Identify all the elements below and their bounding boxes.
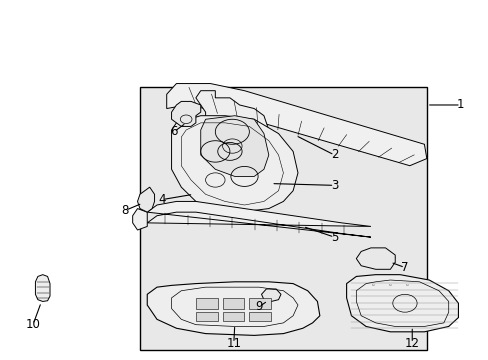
Polygon shape [137, 187, 154, 212]
Bar [196, 312, 217, 321]
Polygon shape [171, 116, 297, 212]
Bar [140, 87, 426, 350]
Text: u: u [405, 283, 408, 287]
Polygon shape [201, 116, 268, 176]
Bar [222, 312, 244, 321]
Polygon shape [346, 275, 458, 332]
Text: 11: 11 [226, 337, 241, 350]
Text: 8: 8 [122, 204, 129, 217]
Text: 1: 1 [456, 99, 464, 112]
Text: 3: 3 [330, 179, 337, 192]
Text: u: u [371, 283, 374, 287]
Text: 9: 9 [255, 300, 262, 313]
Text: 12: 12 [404, 337, 419, 350]
Polygon shape [35, 275, 50, 301]
Polygon shape [356, 248, 394, 269]
Text: u: u [388, 283, 391, 287]
Bar [249, 312, 271, 321]
Bar [196, 298, 217, 309]
Text: 5: 5 [330, 231, 337, 244]
Polygon shape [166, 84, 426, 166]
Bar [249, 298, 271, 309]
Text: 4: 4 [158, 193, 165, 206]
Polygon shape [261, 289, 281, 301]
Polygon shape [171, 102, 201, 126]
Text: 6: 6 [170, 125, 177, 138]
Text: 2: 2 [330, 148, 338, 162]
Text: 7: 7 [400, 261, 408, 274]
Text: 10: 10 [25, 318, 41, 331]
Polygon shape [191, 91, 268, 180]
Polygon shape [132, 208, 147, 230]
Polygon shape [147, 202, 370, 237]
Polygon shape [147, 282, 319, 336]
Bar [222, 298, 244, 309]
